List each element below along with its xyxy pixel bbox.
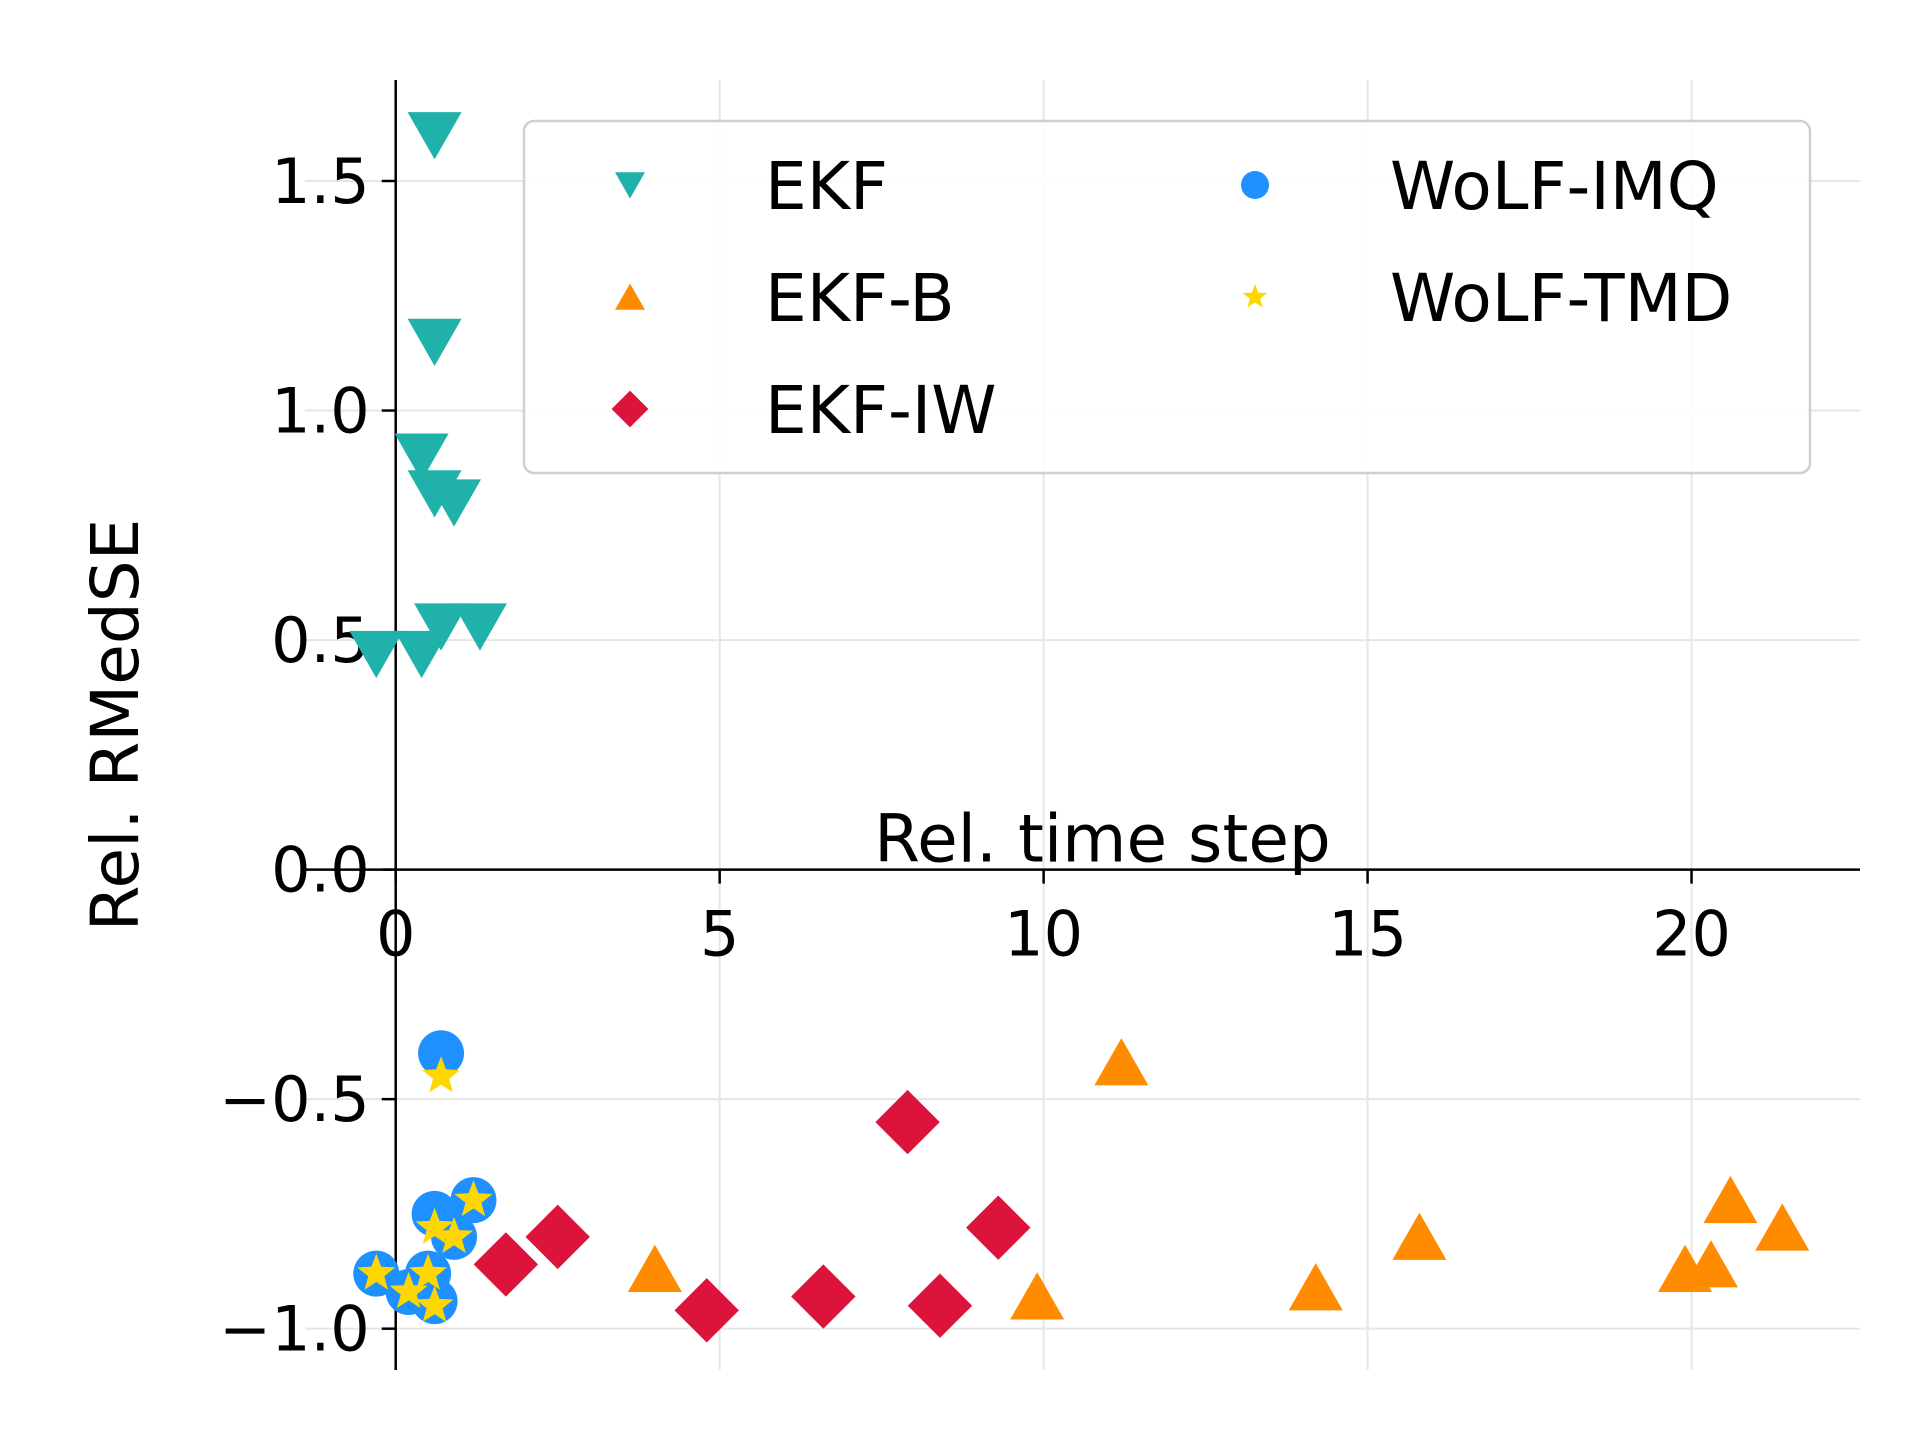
y-tick-label: 0.5 (271, 604, 370, 677)
y-tick-label: 0.0 (271, 834, 370, 907)
data-point (452, 603, 507, 651)
data-point (1288, 1263, 1343, 1311)
data-point (966, 1195, 1031, 1260)
y-tick-label: 1.0 (271, 375, 370, 448)
series-ekf (349, 112, 507, 679)
x-tick-label: 0 (376, 898, 415, 971)
legend-label: EKF-B (765, 260, 955, 337)
data-point (394, 630, 449, 679)
y-tick-label: 1.5 (271, 145, 370, 218)
data-point (394, 433, 449, 481)
data-point (418, 1030, 465, 1077)
data-point (1392, 1212, 1447, 1260)
legend-marker (1241, 171, 1269, 199)
data-point (627, 1244, 682, 1292)
data-point (409, 1253, 448, 1290)
data-point (875, 1089, 940, 1155)
data-point (415, 1207, 454, 1244)
series-wolf-tmd (357, 1056, 493, 1322)
data-point (427, 479, 482, 527)
data-point (357, 1253, 396, 1290)
data-point (1094, 1038, 1149, 1086)
x-axis-label: Rel. time step (874, 801, 1331, 878)
data-point (1010, 1272, 1065, 1320)
y-tick-label: −1.0 (219, 1293, 370, 1366)
legend-marker (1242, 284, 1268, 308)
data-point (525, 1204, 590, 1270)
legend-marker (615, 283, 645, 310)
data-point (435, 1216, 473, 1253)
legend-marker (611, 390, 649, 428)
series-ekf-iw (473, 1089, 1031, 1343)
legend-box (522, 119, 1812, 475)
x-tick-label: 10 (1004, 898, 1083, 971)
data-point (407, 318, 462, 366)
data-point (1683, 1240, 1738, 1288)
ticks: 0 5 10 15 20 −1.0 −0.5 0.0 0.5 1.0 1.5 (219, 145, 1731, 1366)
data-point (791, 1264, 856, 1329)
data-point (422, 1056, 461, 1093)
legend-label: EKF (765, 148, 888, 225)
data-point (414, 603, 469, 651)
data-point (1755, 1203, 1810, 1251)
data-point (907, 1273, 973, 1338)
data-point (473, 1232, 539, 1297)
x-tick-label: 5 (700, 898, 739, 971)
legend-label: EKF-IW (765, 372, 996, 449)
legend: EKF EKF-B EKF-IW WoLF-IMQ WoLF-TMD (522, 119, 1812, 475)
data-point (454, 1180, 493, 1217)
data-point (674, 1278, 739, 1343)
data-point (349, 630, 404, 679)
y-axis-label: Rel. RMedSE (77, 519, 154, 932)
data-points (349, 112, 1810, 1343)
data-point (407, 112, 462, 160)
legend-marker (615, 172, 645, 199)
x-tick-label: 15 (1328, 898, 1407, 971)
data-point (415, 1285, 454, 1322)
x-tick-label: 20 (1652, 898, 1731, 971)
series-ekf-b (627, 1038, 1810, 1320)
legend-label: WoLF-IMQ (1390, 148, 1719, 225)
data-point (389, 1272, 428, 1309)
legend-label: WoLF-TMD (1390, 260, 1732, 337)
y-tick-label: −0.5 (219, 1063, 370, 1136)
axes (305, 80, 1860, 1370)
data-point (1703, 1175, 1758, 1224)
